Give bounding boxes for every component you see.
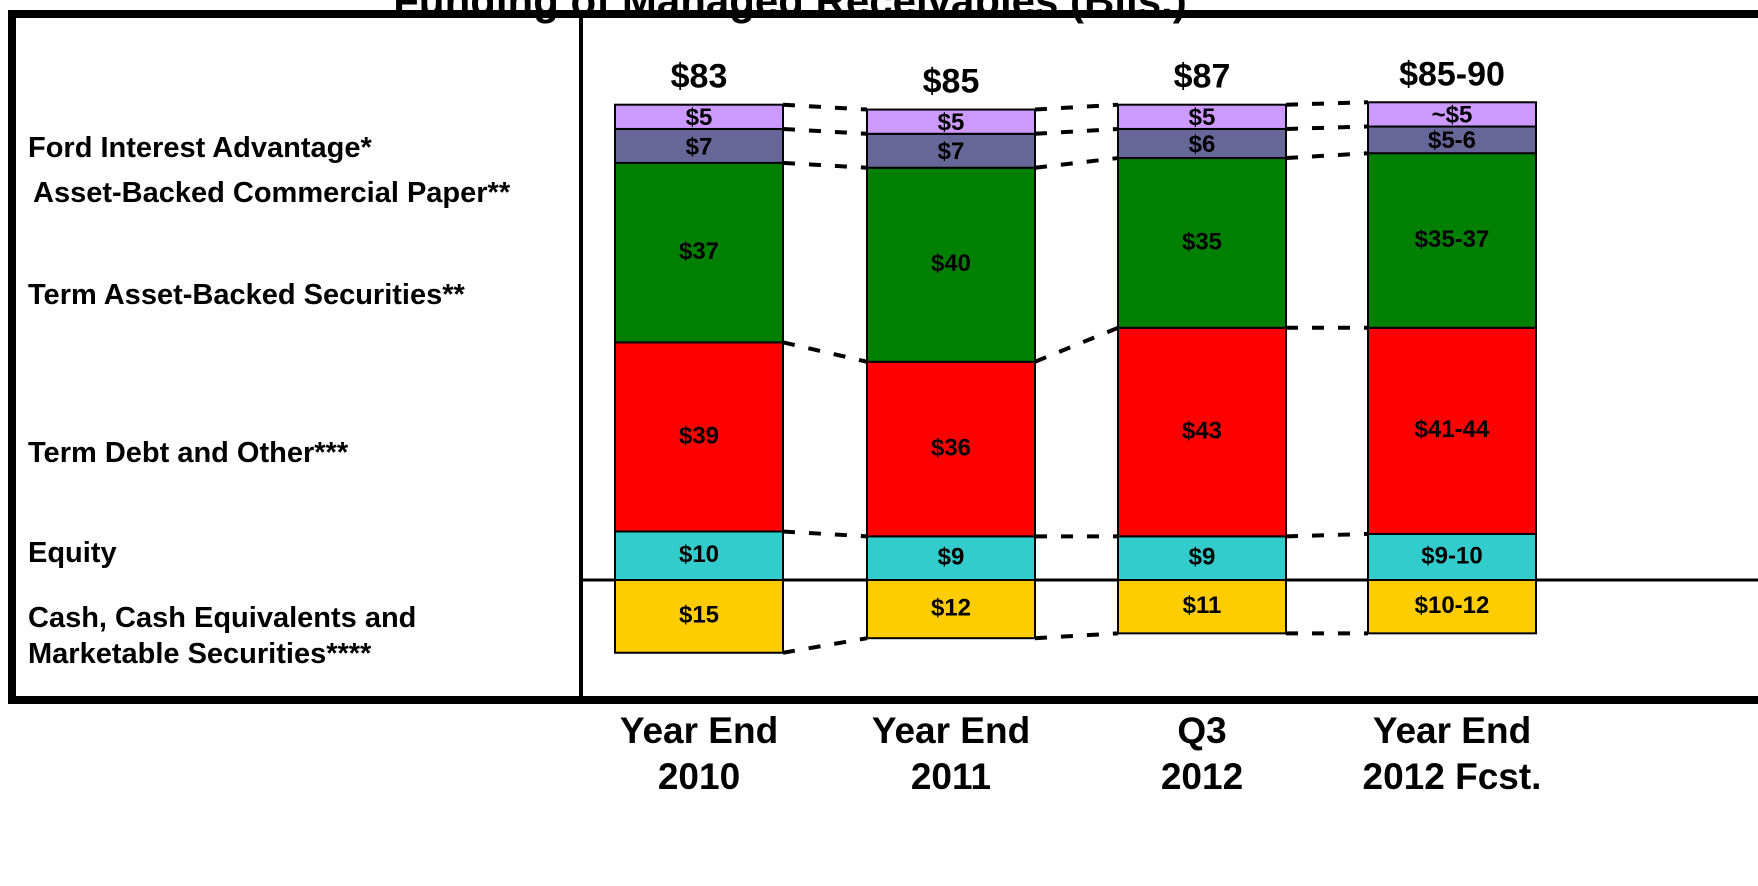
value-label: $40 xyxy=(931,250,971,277)
x-tick-label: Year End 2011 xyxy=(871,710,1031,797)
connector xyxy=(1034,156,1119,170)
connector xyxy=(1285,100,1369,107)
value-label: $35 xyxy=(1182,228,1222,255)
bar-segment xyxy=(1367,152,1537,329)
value-label: $37 xyxy=(679,238,719,265)
connector xyxy=(782,529,868,539)
connector xyxy=(1034,631,1119,641)
value-label: $9 xyxy=(1189,544,1216,571)
total-label: $87 xyxy=(1174,58,1231,96)
connector xyxy=(782,160,868,170)
legend-label: Term Debt and Other*** xyxy=(28,437,349,469)
bar-segment xyxy=(1367,579,1537,635)
bar-segment xyxy=(614,127,784,164)
connector xyxy=(1034,325,1119,364)
value-label: $9 xyxy=(938,544,965,571)
connector xyxy=(782,126,868,136)
bar-segment xyxy=(1367,101,1537,128)
bar-segment xyxy=(1117,535,1287,581)
bar-segment xyxy=(866,579,1036,640)
value-label: $7 xyxy=(686,133,713,160)
total-label: $85 xyxy=(923,63,980,101)
total-label: $85-90 xyxy=(1399,55,1505,93)
total-label: $83 xyxy=(671,58,728,96)
legend-label: Asset-Backed Commercial Paper** xyxy=(33,177,511,209)
value-label: $43 xyxy=(1182,417,1222,444)
connector xyxy=(782,102,868,112)
legend-label: Cash, Cash Equivalents and Marketable Se… xyxy=(28,602,417,670)
value-label: $5 xyxy=(938,109,965,136)
bar-segment xyxy=(1117,127,1287,160)
value-label: $41-44 xyxy=(1415,416,1490,443)
x-tick-label: Year End 2010 xyxy=(619,710,779,797)
value-label: $10 xyxy=(679,541,719,568)
value-label: $9-10 xyxy=(1421,542,1482,569)
bar-segment xyxy=(866,166,1036,363)
connector xyxy=(1285,124,1369,131)
value-label: $6 xyxy=(1189,131,1216,158)
value-label: $7 xyxy=(938,138,965,165)
value-label: $15 xyxy=(679,602,719,629)
bar-segment xyxy=(614,161,784,344)
value-label: $12 xyxy=(931,594,971,621)
connector xyxy=(1285,531,1369,539)
bar-segment xyxy=(866,132,1036,169)
value-label: $5 xyxy=(1189,104,1216,131)
connector xyxy=(1034,126,1119,136)
connector xyxy=(1285,151,1369,161)
value-label: $10-12 xyxy=(1415,592,1490,619)
frame xyxy=(8,10,1758,704)
bar-segment xyxy=(614,103,784,130)
legend-label: Ford Interest Advantage* xyxy=(28,132,372,164)
legend-label: Term Asset-Backed Securities** xyxy=(28,279,465,311)
bar-segment xyxy=(1367,326,1537,535)
value-label: $5-6 xyxy=(1428,127,1476,154)
bar-segment xyxy=(1117,157,1287,329)
bar-segment xyxy=(614,530,784,581)
bar-segment xyxy=(866,108,1036,135)
bar-segment xyxy=(614,579,784,654)
bar-segment xyxy=(1117,326,1287,538)
value-label: ~$5 xyxy=(1432,102,1473,129)
value-label: $39 xyxy=(679,422,719,449)
legend-label: Equity xyxy=(28,537,117,569)
value-label: $35-37 xyxy=(1415,226,1490,253)
bar-segment xyxy=(1117,579,1287,635)
connector xyxy=(1034,102,1119,112)
x-tick-label: Year End 2012 Fcst. xyxy=(1362,710,1542,797)
bar-segment xyxy=(866,360,1036,538)
x-tick-label: Q3 2012 xyxy=(1160,710,1244,797)
connector xyxy=(782,340,868,364)
value-label: $36 xyxy=(931,434,971,461)
connector xyxy=(782,636,868,655)
bar-segment xyxy=(1117,103,1287,130)
value-label: $5 xyxy=(686,104,713,131)
value-label: $11 xyxy=(1183,592,1222,619)
